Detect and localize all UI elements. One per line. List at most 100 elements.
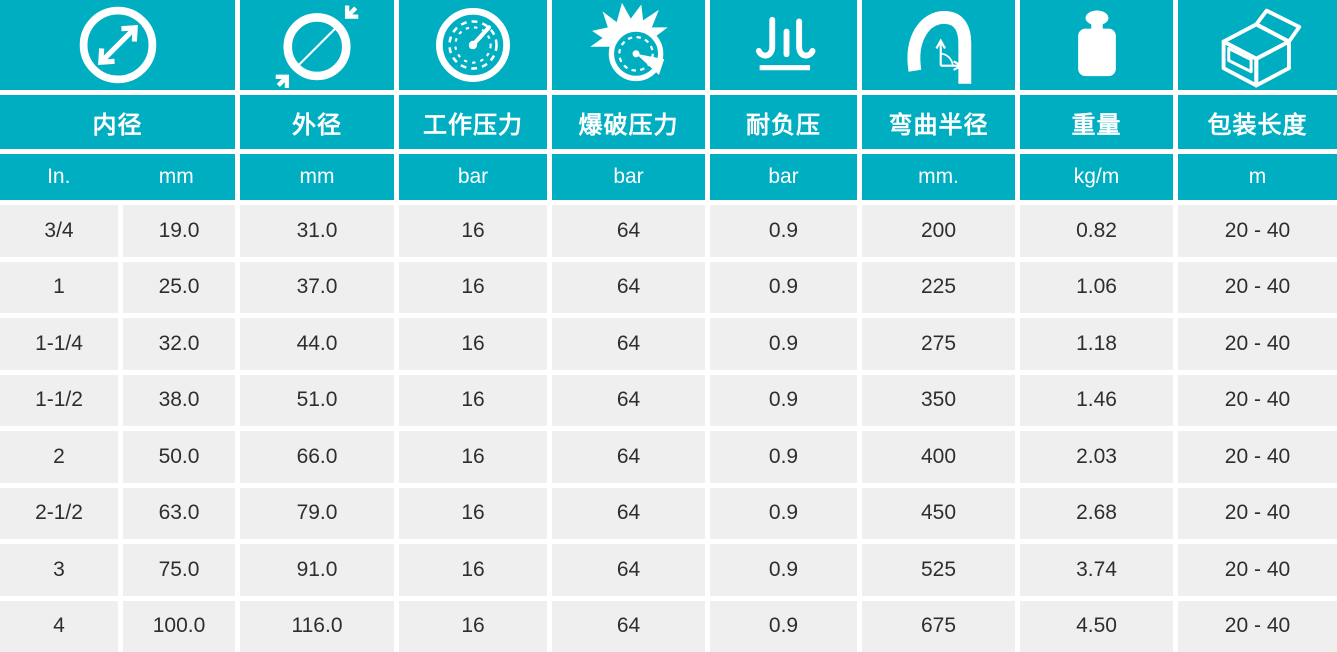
- cell-bend-radius: 225: [862, 261, 1015, 313]
- weight-icon: [1077, 10, 1116, 77]
- cell-weight: 1.18: [1020, 318, 1173, 370]
- cell-inner-diameter-mm: 75.0: [123, 544, 235, 596]
- cell-inner-diameter-in: 4: [0, 600, 118, 652]
- column-icon-cell-vacuum: [710, 0, 857, 90]
- cell-weight: 1.46: [1020, 374, 1173, 426]
- cell-inner-diameter-mm: 63.0: [123, 487, 235, 539]
- cell-packing-length: 20 - 40: [1178, 261, 1337, 313]
- cell-burst-pressure: 64: [552, 600, 705, 652]
- unit-cell-vacuum: bar: [710, 154, 857, 200]
- unit-cell-burst-pressure: bar: [552, 154, 705, 200]
- cell-outer-diameter-mm: 79.0: [240, 487, 394, 539]
- cell-inner-diameter-in: 2: [0, 431, 118, 483]
- cell-inner-diameter-in: 1-1/4: [0, 318, 118, 370]
- cell-bend-radius: 450: [862, 487, 1015, 539]
- column-icon-cell-bend-radius: [862, 0, 1015, 90]
- column-icon-cell-burst-pressure: [552, 0, 705, 90]
- column-header-bend-radius: 弯曲半径: [862, 95, 1015, 149]
- cell-weight: 2.03: [1020, 431, 1173, 483]
- column-header-inner-diameter: 内径: [0, 95, 235, 149]
- cell-inner-diameter-in: 3/4: [0, 205, 118, 257]
- cell-working-pressure: 16: [399, 431, 547, 483]
- column-header-weight: 重量: [1020, 95, 1173, 149]
- cell-packing-length: 20 - 40: [1178, 600, 1337, 652]
- unit-cell-outer-diameter: mm: [240, 154, 394, 200]
- bend-radius-icon: [906, 11, 971, 84]
- column-icon-cell-working-pressure: [399, 0, 547, 90]
- cell-inner-diameter-mm: 38.0: [123, 374, 235, 426]
- cell-weight: 4.50: [1020, 600, 1173, 652]
- vacuum-resistance-icon: [755, 16, 815, 71]
- cell-inner-diameter-mm: 25.0: [123, 261, 235, 313]
- cell-working-pressure: 16: [399, 318, 547, 370]
- cell-burst-pressure: 64: [552, 318, 705, 370]
- unit-cell-weight: kg/m: [1020, 154, 1173, 200]
- burst-pressure-icon: [589, 2, 668, 82]
- cell-packing-length: 20 - 40: [1178, 318, 1337, 370]
- cell-burst-pressure: 64: [552, 374, 705, 426]
- cell-outer-diameter-mm: 91.0: [240, 544, 394, 596]
- cell-inner-diameter-mm: 100.0: [123, 600, 235, 652]
- column-header-burst-pressure: 爆破压力: [552, 95, 705, 149]
- column-icon-cell-packing-length: [1178, 0, 1337, 90]
- unit-cell-inner-diameter: In. mm: [0, 154, 235, 200]
- cell-vacuum: 0.9: [710, 318, 857, 370]
- cell-burst-pressure: 64: [552, 261, 705, 313]
- cell-burst-pressure: 64: [552, 544, 705, 596]
- cell-weight: 3.74: [1020, 544, 1173, 596]
- cell-inner-diameter-in: 1: [0, 261, 118, 313]
- cell-outer-diameter-mm: 37.0: [240, 261, 394, 313]
- column-header-working-pressure: 工作压力: [399, 95, 547, 149]
- working-pressure-gauge-icon: [436, 8, 510, 82]
- unit-cell-packing-length: m: [1178, 154, 1337, 200]
- packing-length-box-icon: [1221, 8, 1301, 88]
- cell-vacuum: 0.9: [710, 487, 857, 539]
- cell-packing-length: 20 - 40: [1178, 431, 1337, 483]
- cell-working-pressure: 16: [399, 600, 547, 652]
- unit-cell-working-pressure: bar: [399, 154, 547, 200]
- cell-inner-diameter-in: 3: [0, 544, 118, 596]
- cell-inner-diameter-mm: 50.0: [123, 431, 235, 483]
- cell-working-pressure: 16: [399, 487, 547, 539]
- inner-diameter-icon: [79, 6, 156, 84]
- cell-bend-radius: 400: [862, 431, 1015, 483]
- cell-outer-diameter-mm: 44.0: [240, 318, 394, 370]
- unit-inner-diameter-inches: In.: [47, 165, 71, 188]
- cell-weight: 1.06: [1020, 261, 1173, 313]
- cell-burst-pressure: 64: [552, 205, 705, 257]
- cell-weight: 2.68: [1020, 487, 1173, 539]
- cell-bend-radius: 525: [862, 544, 1015, 596]
- cell-inner-diameter-mm: 32.0: [123, 318, 235, 370]
- column-icon-cell-outer-diameter: [240, 0, 394, 90]
- cell-burst-pressure: 64: [552, 487, 705, 539]
- cell-vacuum: 0.9: [710, 261, 857, 313]
- cell-outer-diameter-mm: 116.0: [240, 600, 394, 652]
- unit-inner-diameter-mm: mm: [158, 165, 194, 188]
- cell-bend-radius: 350: [862, 374, 1015, 426]
- unit-cell-bend-radius: mm.: [862, 154, 1015, 200]
- cell-outer-diameter-mm: 66.0: [240, 431, 394, 483]
- cell-inner-diameter-mm: 19.0: [123, 205, 235, 257]
- column-icon-cell-weight: [1020, 0, 1173, 90]
- cell-inner-diameter-in: 1-1/2: [0, 374, 118, 426]
- cell-vacuum: 0.9: [710, 374, 857, 426]
- column-header-outer-diameter: 外径: [240, 95, 394, 149]
- column-icon-cell-inner-diameter: [0, 0, 235, 90]
- cell-outer-diameter-mm: 51.0: [240, 374, 394, 426]
- column-header-vacuum: 耐负压: [710, 95, 857, 149]
- cell-burst-pressure: 64: [552, 431, 705, 483]
- cell-vacuum: 0.9: [710, 431, 857, 483]
- cell-working-pressure: 16: [399, 261, 547, 313]
- cell-vacuum: 0.9: [710, 600, 857, 652]
- cell-vacuum: 0.9: [710, 544, 857, 596]
- column-header-packing-length: 包装长度: [1178, 95, 1337, 149]
- cell-packing-length: 20 - 40: [1178, 487, 1337, 539]
- cell-packing-length: 20 - 40: [1178, 544, 1337, 596]
- cell-packing-length: 20 - 40: [1178, 205, 1337, 257]
- cell-vacuum: 0.9: [710, 205, 857, 257]
- cell-bend-radius: 275: [862, 318, 1015, 370]
- cell-weight: 0.82: [1020, 205, 1173, 257]
- cell-inner-diameter-in: 2-1/2: [0, 487, 118, 539]
- cell-outer-diameter-mm: 31.0: [240, 205, 394, 257]
